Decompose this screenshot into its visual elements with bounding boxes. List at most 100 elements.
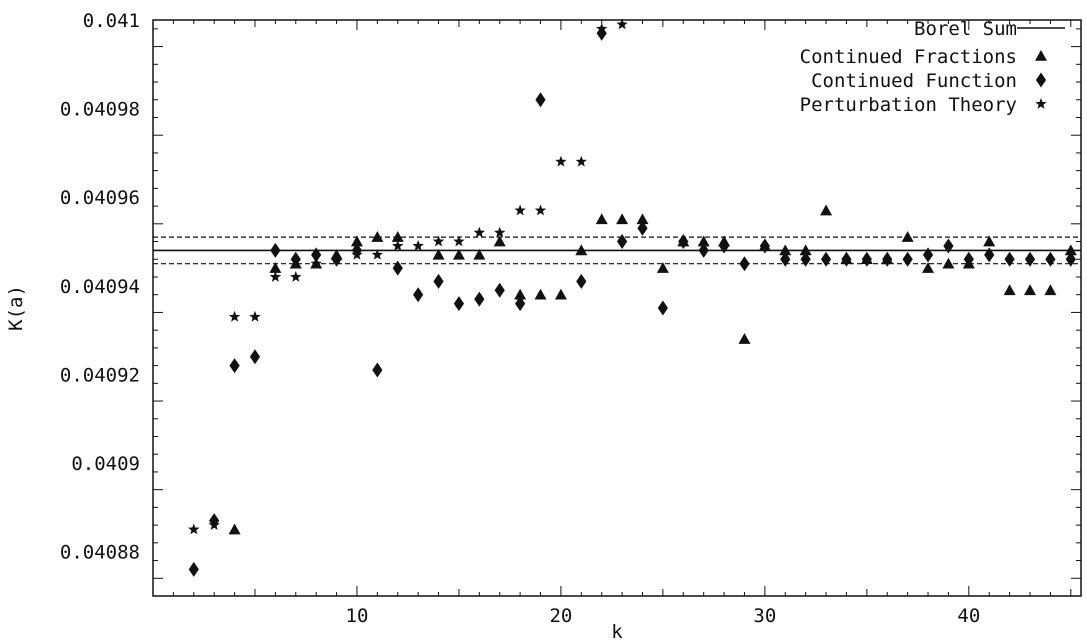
diamond-data-point <box>270 242 281 258</box>
triangle-data-point <box>350 235 363 247</box>
star-data-point <box>330 253 343 265</box>
diamond-data-point <box>984 247 995 263</box>
legend-label: Continued Function <box>811 70 1017 92</box>
triangle-data-point <box>595 213 608 225</box>
triangle-data-point <box>799 244 812 256</box>
triangle-data-point <box>269 262 282 273</box>
legend-diamond-marker <box>1035 72 1047 88</box>
diamond-data-point <box>922 247 934 263</box>
triangle-data-point <box>820 204 833 216</box>
triangle-data-point <box>779 244 792 256</box>
diamond-data-point <box>474 291 485 307</box>
diamond-data-point <box>1024 251 1036 267</box>
y-tick-label: 0.04088 <box>60 542 140 564</box>
diamond-data-point <box>943 238 954 254</box>
diamond-data-point <box>372 362 383 378</box>
triangle-data-point <box>391 231 404 242</box>
triangle-data-point <box>922 262 935 273</box>
diamond-data-point <box>576 273 587 289</box>
triangle-data-point <box>473 248 486 260</box>
triangle-data-point <box>656 262 669 273</box>
diamond-data-point <box>515 296 526 312</box>
x-axis-ticks: 10 20 30 40 <box>172 20 1072 627</box>
star-data-point <box>514 204 526 216</box>
star-data-point <box>616 18 628 30</box>
diamond-data-point <box>637 220 648 236</box>
diamond-data-point <box>820 251 832 267</box>
y-tick-label: 0.04094 <box>60 276 140 298</box>
y-tick-label: 0.041 <box>83 10 140 32</box>
diamond-data-point <box>229 358 240 374</box>
triangle-data-point <box>616 213 629 225</box>
diamond-data-point <box>902 251 913 267</box>
triangle-data-point <box>1064 244 1077 256</box>
y-axis-ticks: 0.04088 0.0409 0.04092 0.04094 0.04096 0.0409… <box>60 10 1081 597</box>
x-tick-label: 40 <box>957 605 980 627</box>
star-data-point <box>596 22 608 34</box>
diamond-data-point <box>596 25 607 41</box>
star-data-point <box>534 204 547 216</box>
diamond-data-point <box>780 251 791 267</box>
diamond-data-point <box>657 300 668 316</box>
diamond-data-point <box>1045 251 1056 267</box>
triangle-data-point <box>1024 284 1037 296</box>
triangle-data-point <box>493 235 506 247</box>
star-data-point <box>412 239 424 251</box>
star-data-point <box>494 226 506 238</box>
diamond-data-point <box>800 251 811 267</box>
x-tick-label: 10 <box>346 605 369 627</box>
plot-frame <box>152 19 1082 597</box>
diamond-data-point <box>861 251 872 267</box>
star-data-point <box>290 270 302 282</box>
diamond-data-point <box>963 251 974 267</box>
diamond-data-point <box>290 251 301 267</box>
star-data-point <box>371 248 384 260</box>
triangle-data-point <box>1003 284 1016 296</box>
triangle-data-point <box>983 235 996 247</box>
triangle-data-point <box>901 231 914 242</box>
diamond-data-point <box>739 256 750 272</box>
diamond-data-point <box>841 251 852 267</box>
diamond-data-point <box>392 260 403 276</box>
triangle-data-point <box>554 288 567 300</box>
y-tick-label: 0.04092 <box>60 364 140 386</box>
star-data-point <box>555 155 567 167</box>
triangle-data-point <box>432 248 445 260</box>
diamond-data-point <box>759 238 770 254</box>
diamond-data-point <box>413 287 424 303</box>
y-axis-label: K(a) <box>5 285 27 331</box>
diamond-data-point <box>188 561 199 577</box>
y-tick-label: 0.0409 <box>71 453 140 475</box>
star-data-point <box>269 270 282 282</box>
diamond-data-point <box>616 234 628 250</box>
diamond-data-point <box>433 273 444 289</box>
triangle-data-point <box>514 288 527 300</box>
star-data-point <box>249 310 261 322</box>
triangle-data-point <box>228 523 241 535</box>
triangle-data-point <box>942 257 955 269</box>
y-tick-label: 0.04098 <box>60 99 140 121</box>
star-data-point <box>392 239 404 251</box>
legend-star-marker <box>1035 98 1047 109</box>
triangle-data-point <box>636 213 649 225</box>
star-data-point <box>432 235 445 247</box>
triangle-data-point <box>575 244 588 256</box>
star-data-point <box>575 155 588 167</box>
y-tick-label: 0.04096 <box>60 187 140 209</box>
diamond-data-point <box>1065 251 1076 267</box>
triangle-data-point <box>371 231 384 242</box>
legend-label: Continued Fractions <box>800 46 1017 68</box>
x-tick-label: 30 <box>753 605 776 627</box>
triangle-data-point <box>452 248 465 260</box>
diamond-data-point <box>453 296 465 312</box>
diamond-data-point <box>882 251 893 267</box>
legend-label: Borel Sum <box>914 18 1017 40</box>
data-points <box>188 18 1077 577</box>
diamond-data-point <box>1004 251 1015 267</box>
star-data-point <box>310 257 322 269</box>
diamond-data-point <box>698 242 709 258</box>
star-data-point <box>453 235 465 247</box>
triangle-data-point <box>738 333 751 344</box>
star-data-point <box>188 523 200 535</box>
